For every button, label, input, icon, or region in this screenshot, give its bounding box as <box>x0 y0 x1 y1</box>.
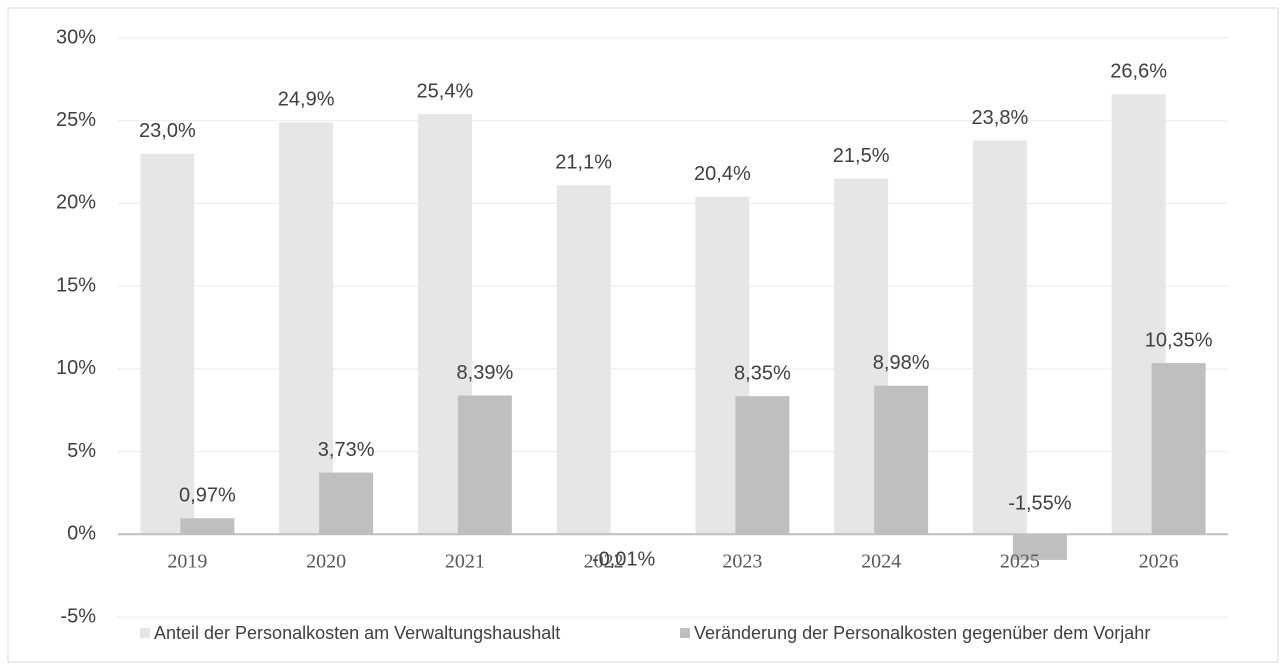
legend-label: Anteil der Personalkosten am Verwaltungs… <box>154 623 560 643</box>
x-tick-label: 2025 <box>1000 551 1040 573</box>
data-label: 23,8% <box>972 107 1029 129</box>
bar <box>1012 534 1067 560</box>
legend-label: Veränderung der Personalkosten gegenüber… <box>694 623 1150 643</box>
x-tick-label: 2023 <box>722 551 762 573</box>
data-label: 21,1% <box>555 152 612 174</box>
y-tick-label: 5% <box>67 440 96 462</box>
y-tick-label: 25% <box>56 109 96 131</box>
legend-swatch <box>140 628 150 638</box>
data-label: 0,97% <box>179 485 236 507</box>
data-label: 20,4% <box>694 163 751 185</box>
data-label: -1,55% <box>1008 493 1072 515</box>
data-label: 8,35% <box>734 362 791 384</box>
bar <box>972 140 1027 535</box>
y-tick-label: 20% <box>56 192 96 214</box>
x-tick-label: 2022 <box>584 551 624 573</box>
bar <box>556 185 611 535</box>
y-tick-label: 30% <box>56 26 96 48</box>
y-tick-label: 10% <box>56 357 96 379</box>
legend-swatch <box>680 628 690 638</box>
x-tick-label: 2021 <box>445 551 485 573</box>
bar <box>735 396 790 535</box>
data-label: 8,39% <box>457 362 514 384</box>
data-label: 23,0% <box>139 120 196 142</box>
bar <box>180 518 235 535</box>
x-tick-label: 2026 <box>1139 551 1179 573</box>
y-tick-label: 15% <box>56 274 96 296</box>
bar <box>279 122 334 535</box>
bar <box>1151 363 1206 535</box>
y-tick-label: -5% <box>60 605 96 627</box>
data-label: -0,01% <box>592 549 656 571</box>
x-tick-label: 2020 <box>306 551 346 573</box>
y-tick-label: 0% <box>67 523 96 545</box>
bar <box>140 153 195 535</box>
data-label: 26,6% <box>1110 61 1167 83</box>
bar <box>457 395 512 535</box>
x-tick-label: 2019 <box>167 551 207 573</box>
data-label: 21,5% <box>833 145 890 167</box>
bar <box>874 385 929 535</box>
data-label: 3,73% <box>318 439 375 461</box>
data-label: 10,35% <box>1145 329 1213 351</box>
x-tick-label: 2024 <box>861 551 901 573</box>
data-label: 8,98% <box>873 352 930 374</box>
data-label: 24,9% <box>278 89 335 111</box>
data-label: 25,4% <box>417 80 474 102</box>
bar <box>319 472 374 535</box>
